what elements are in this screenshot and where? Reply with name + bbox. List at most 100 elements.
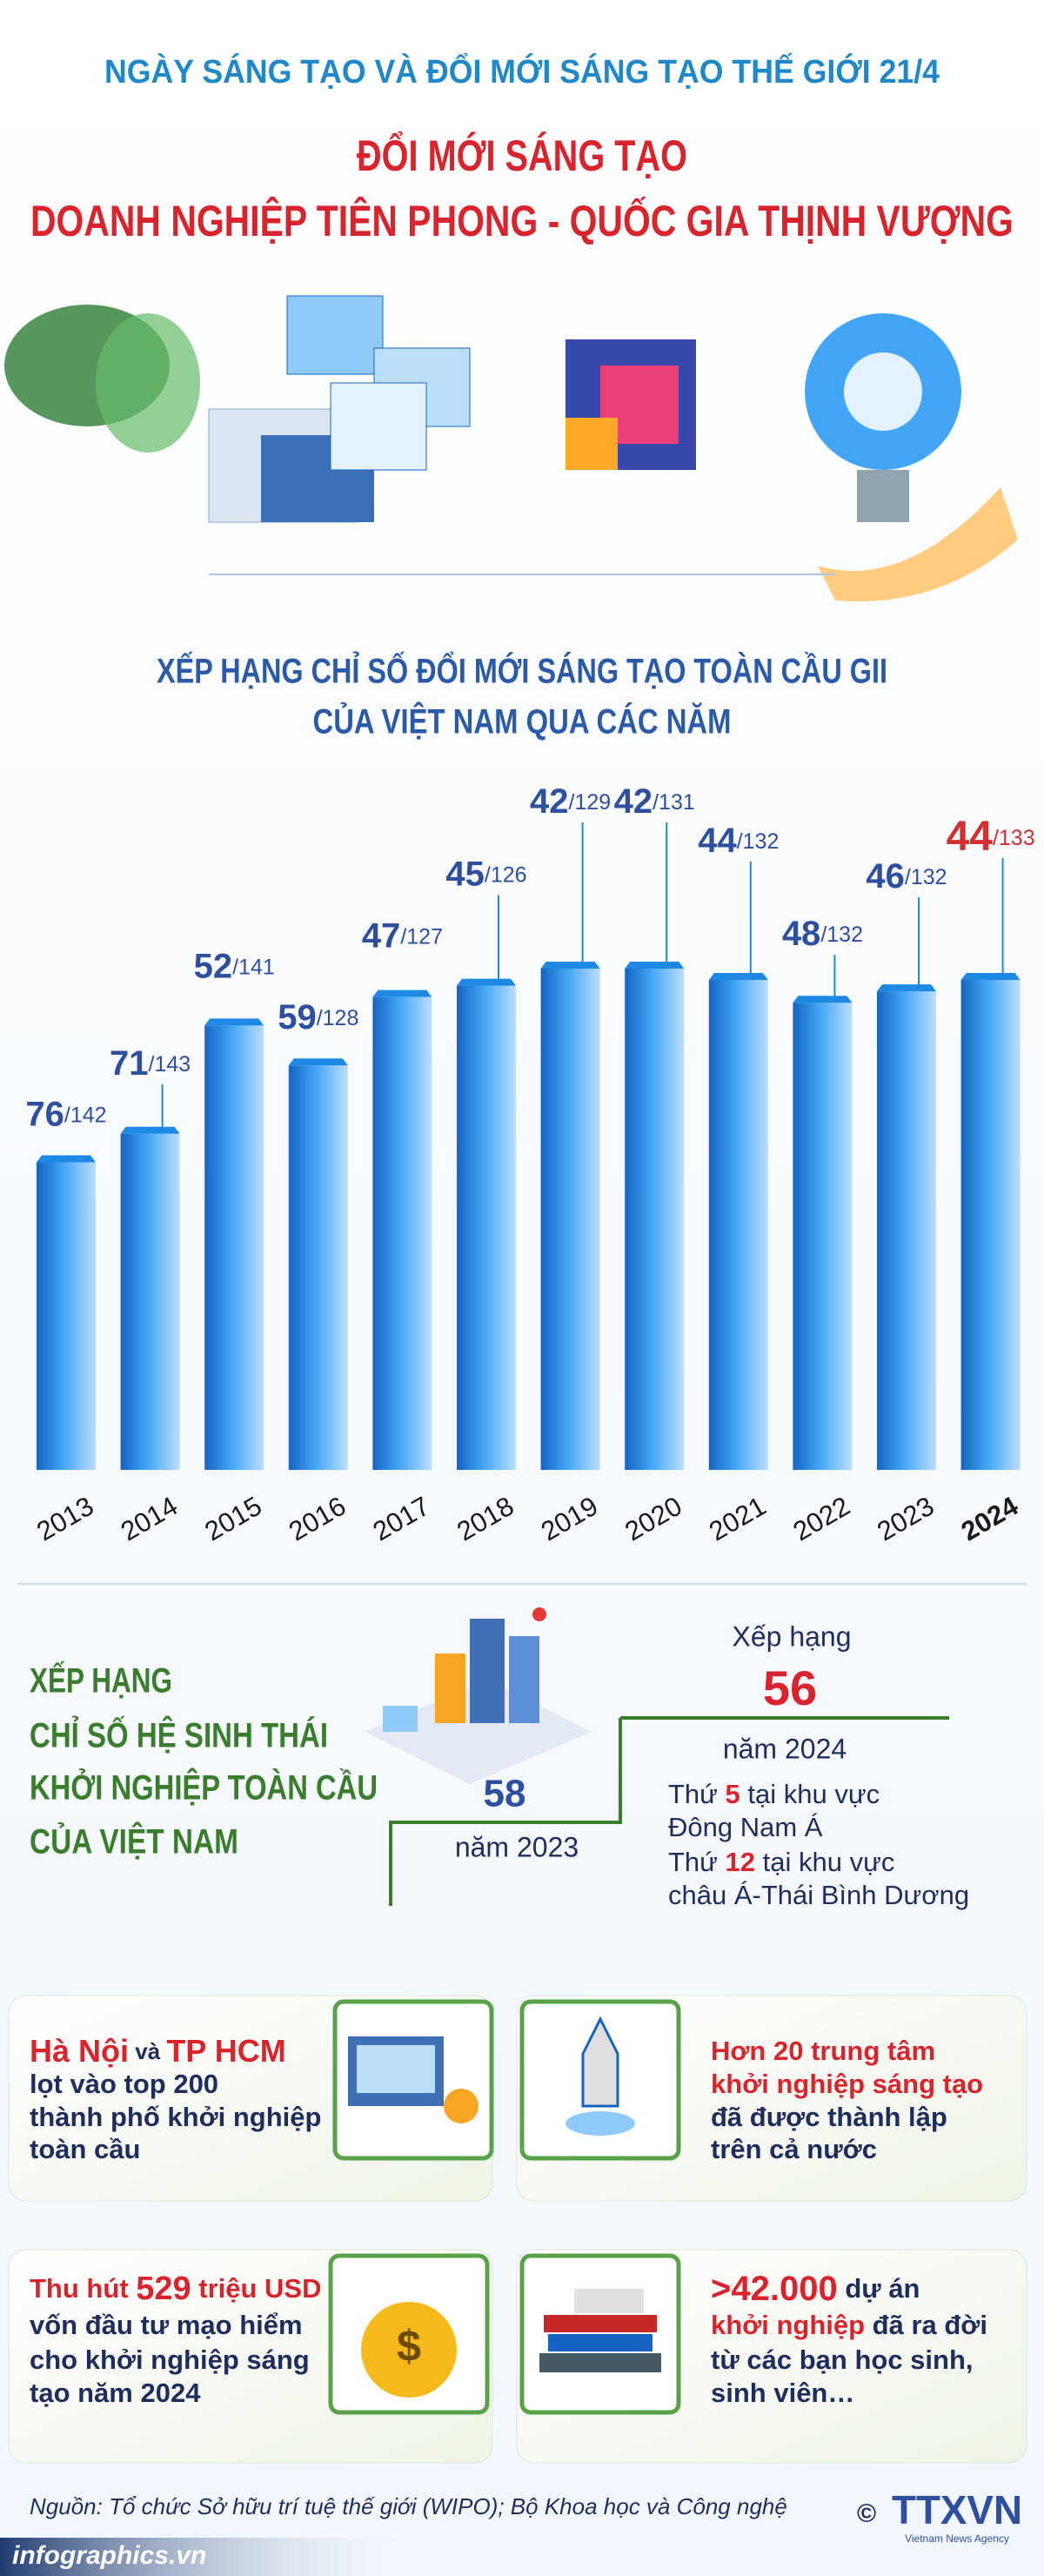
value: 44 [698,822,737,860]
section-title: XẾP HẠNG [30,1660,172,1701]
bar-top [288,1058,348,1066]
bar-top [625,961,685,969]
city-illustration [365,1607,592,1784]
bar [960,980,1021,1470]
card-text: trên cả nước [711,2134,877,2164]
bar-top [120,1126,180,1134]
card-text: khởi nghiệp đã ra đời [711,2310,987,2340]
value-label: 45/126 [445,855,526,893]
bar-chart: 76/142201371/143201452/141201559/1282016… [25,782,1034,1547]
card-text: cho khởi nghiệp sáng [30,2345,310,2375]
total-label: /142 [64,1103,107,1127]
section-title: CHỈ SỐ HỆ SINH THÁI [30,1715,328,1755]
card-text: Hơn 20 trung tâm [711,2036,935,2066]
card-text: thành phố khởi nghiệp [30,2102,321,2132]
year-label: năm 2023 [455,1831,579,1862]
card-text: từ các bạn học sinh, [711,2345,974,2375]
footer-bar [0,2538,435,2576]
icon-glyph: $ [397,2322,421,2371]
card-text: Hà Nội và TP HCM [30,2033,286,2069]
card-text: khởi nghiệp sáng tạo [711,2069,983,2099]
bar [457,985,516,1470]
total-label: /132 [820,922,863,947]
value-label: 76/142 [25,1095,106,1133]
card-text: Thu hút 529 triệu USD [30,2271,322,2307]
total-label: /132 [737,829,780,854]
bar-top [457,978,516,986]
year-label: năm 2024 [723,1733,847,1764]
bar [708,980,768,1470]
event-title: NGÀY SÁNG TẠO VÀ ĐỔI MỚI SÁNG TẠO THẾ GI… [104,51,940,91]
value: 44 [947,814,994,860]
card-text: >42.000 dự án [711,2270,920,2308]
site: infographics.vn [12,2541,206,2570]
card-text: đã được thành lập [711,2102,947,2132]
card-text: vốn đầu tư mạo hiểm [30,2310,303,2340]
value-label: 42/131 [614,782,695,821]
note: Thứ 12 tại khu vực [668,1847,894,1877]
bar [540,968,600,1470]
value: 47 [362,916,401,955]
value-label: 47/127 [362,916,443,955]
ecosystem-section: XẾP HẠNG CHỈ SỐ HỆ SINH THÁI KHỞI NGHIỆP… [30,1607,969,1910]
card-text: toàn cầu [30,2134,140,2164]
value: 52 [194,947,233,985]
total-label: /133 [993,826,1035,850]
section-title: KHỞI NGHIỆP TOÀN CẦU [30,1768,378,1808]
rank-caption: Xếp hạng [732,1620,851,1652]
card-text: tạo năm 2024 [30,2378,201,2408]
value-label: 48/132 [782,915,863,953]
note: Đông Nam Á [668,1812,823,1842]
total-label: /132 [905,865,947,889]
value: 42 [614,782,653,821]
note: Thứ 5 tại khu vực [668,1779,880,1809]
logo: TTXVN [892,2487,1022,2532]
value: 76 [25,1095,64,1133]
total-label: /143 [149,1051,191,1076]
bar-top [540,961,600,969]
value-label: 44/132 [698,822,779,860]
bar-top [793,996,853,1003]
value: 48 [782,915,821,953]
total-label: /128 [317,1006,359,1030]
rank-2024: 56 [763,1660,817,1715]
bar [372,996,432,1470]
value: 71 [110,1043,149,1082]
value-label: 42/129 [530,782,611,821]
total-label: /129 [569,790,612,815]
main-title: ĐỔI MỚI SÁNG TẠO [357,131,687,180]
bar [204,1025,264,1470]
card-text: lọt vào top 200 [30,2069,218,2099]
main-title: DOANH NGHIỆP TIÊN PHONG - QUỐC GIA THỊNH… [30,196,1014,245]
value-label: 59/128 [278,998,358,1036]
bar [120,1133,180,1470]
bar [625,968,685,1470]
note: châu Á-Thái Bình Dương [668,1880,969,1910]
total-label: /141 [232,955,275,979]
value-label: 71/143 [110,1043,191,1082]
bar [288,1065,348,1470]
card-text: sinh viên… [711,2378,854,2408]
value: 45 [445,855,485,893]
section-title: CỦA VIỆT NAM [30,1821,238,1862]
value: 42 [530,782,569,821]
source: Nguồn: Tổ chức Sở hữu trí tuệ thế giới (… [30,2493,787,2519]
bar-top [708,973,768,981]
header-illustration [4,295,1018,602]
step-line [389,1716,949,1906]
bar [793,1003,853,1470]
bar-top [204,1018,264,1026]
total-label: /127 [400,924,443,949]
bar-top [37,1155,96,1163]
bar [37,1162,96,1470]
bar-top [877,984,936,992]
total-label: /131 [652,790,695,815]
bar-top [372,989,432,997]
cards: $ Hà Nội và TP HCM lọt vào top 200 thành… [8,1995,1027,2464]
bar [877,991,936,1470]
chart-title: XẾP HẠNG CHỈ SỐ ĐỔI MỚI SÁNG TẠO TOÀN CẦ… [157,650,887,691]
rank-2023: 58 [484,1773,526,1815]
value: 59 [278,998,317,1036]
copyright: © [857,2499,876,2528]
